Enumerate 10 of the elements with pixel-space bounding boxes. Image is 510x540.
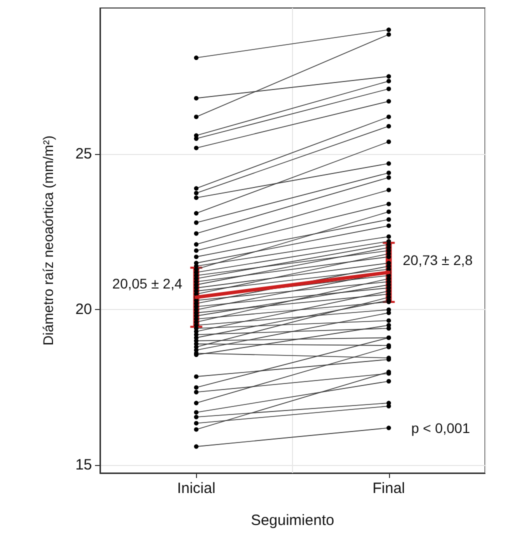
x-tick-label: Final — [372, 480, 406, 497]
x-axis-title: Seguimiento — [250, 512, 334, 529]
y-tick-label: 25 — [75, 146, 92, 163]
annotation: p < 0,001 — [411, 420, 470, 436]
annotation: 20,73 ± 2,8 — [402, 252, 473, 268]
y-axis-title: Diámetro raíz neoaórtica (mm/m²) — [40, 135, 56, 346]
y-tick-label: 15 — [75, 456, 92, 474]
annotation: 20,05 ± 2,4 — [112, 275, 182, 292]
y-tick-label: 20 — [75, 301, 92, 318]
x-tick-label: Inicial — [177, 480, 216, 497]
